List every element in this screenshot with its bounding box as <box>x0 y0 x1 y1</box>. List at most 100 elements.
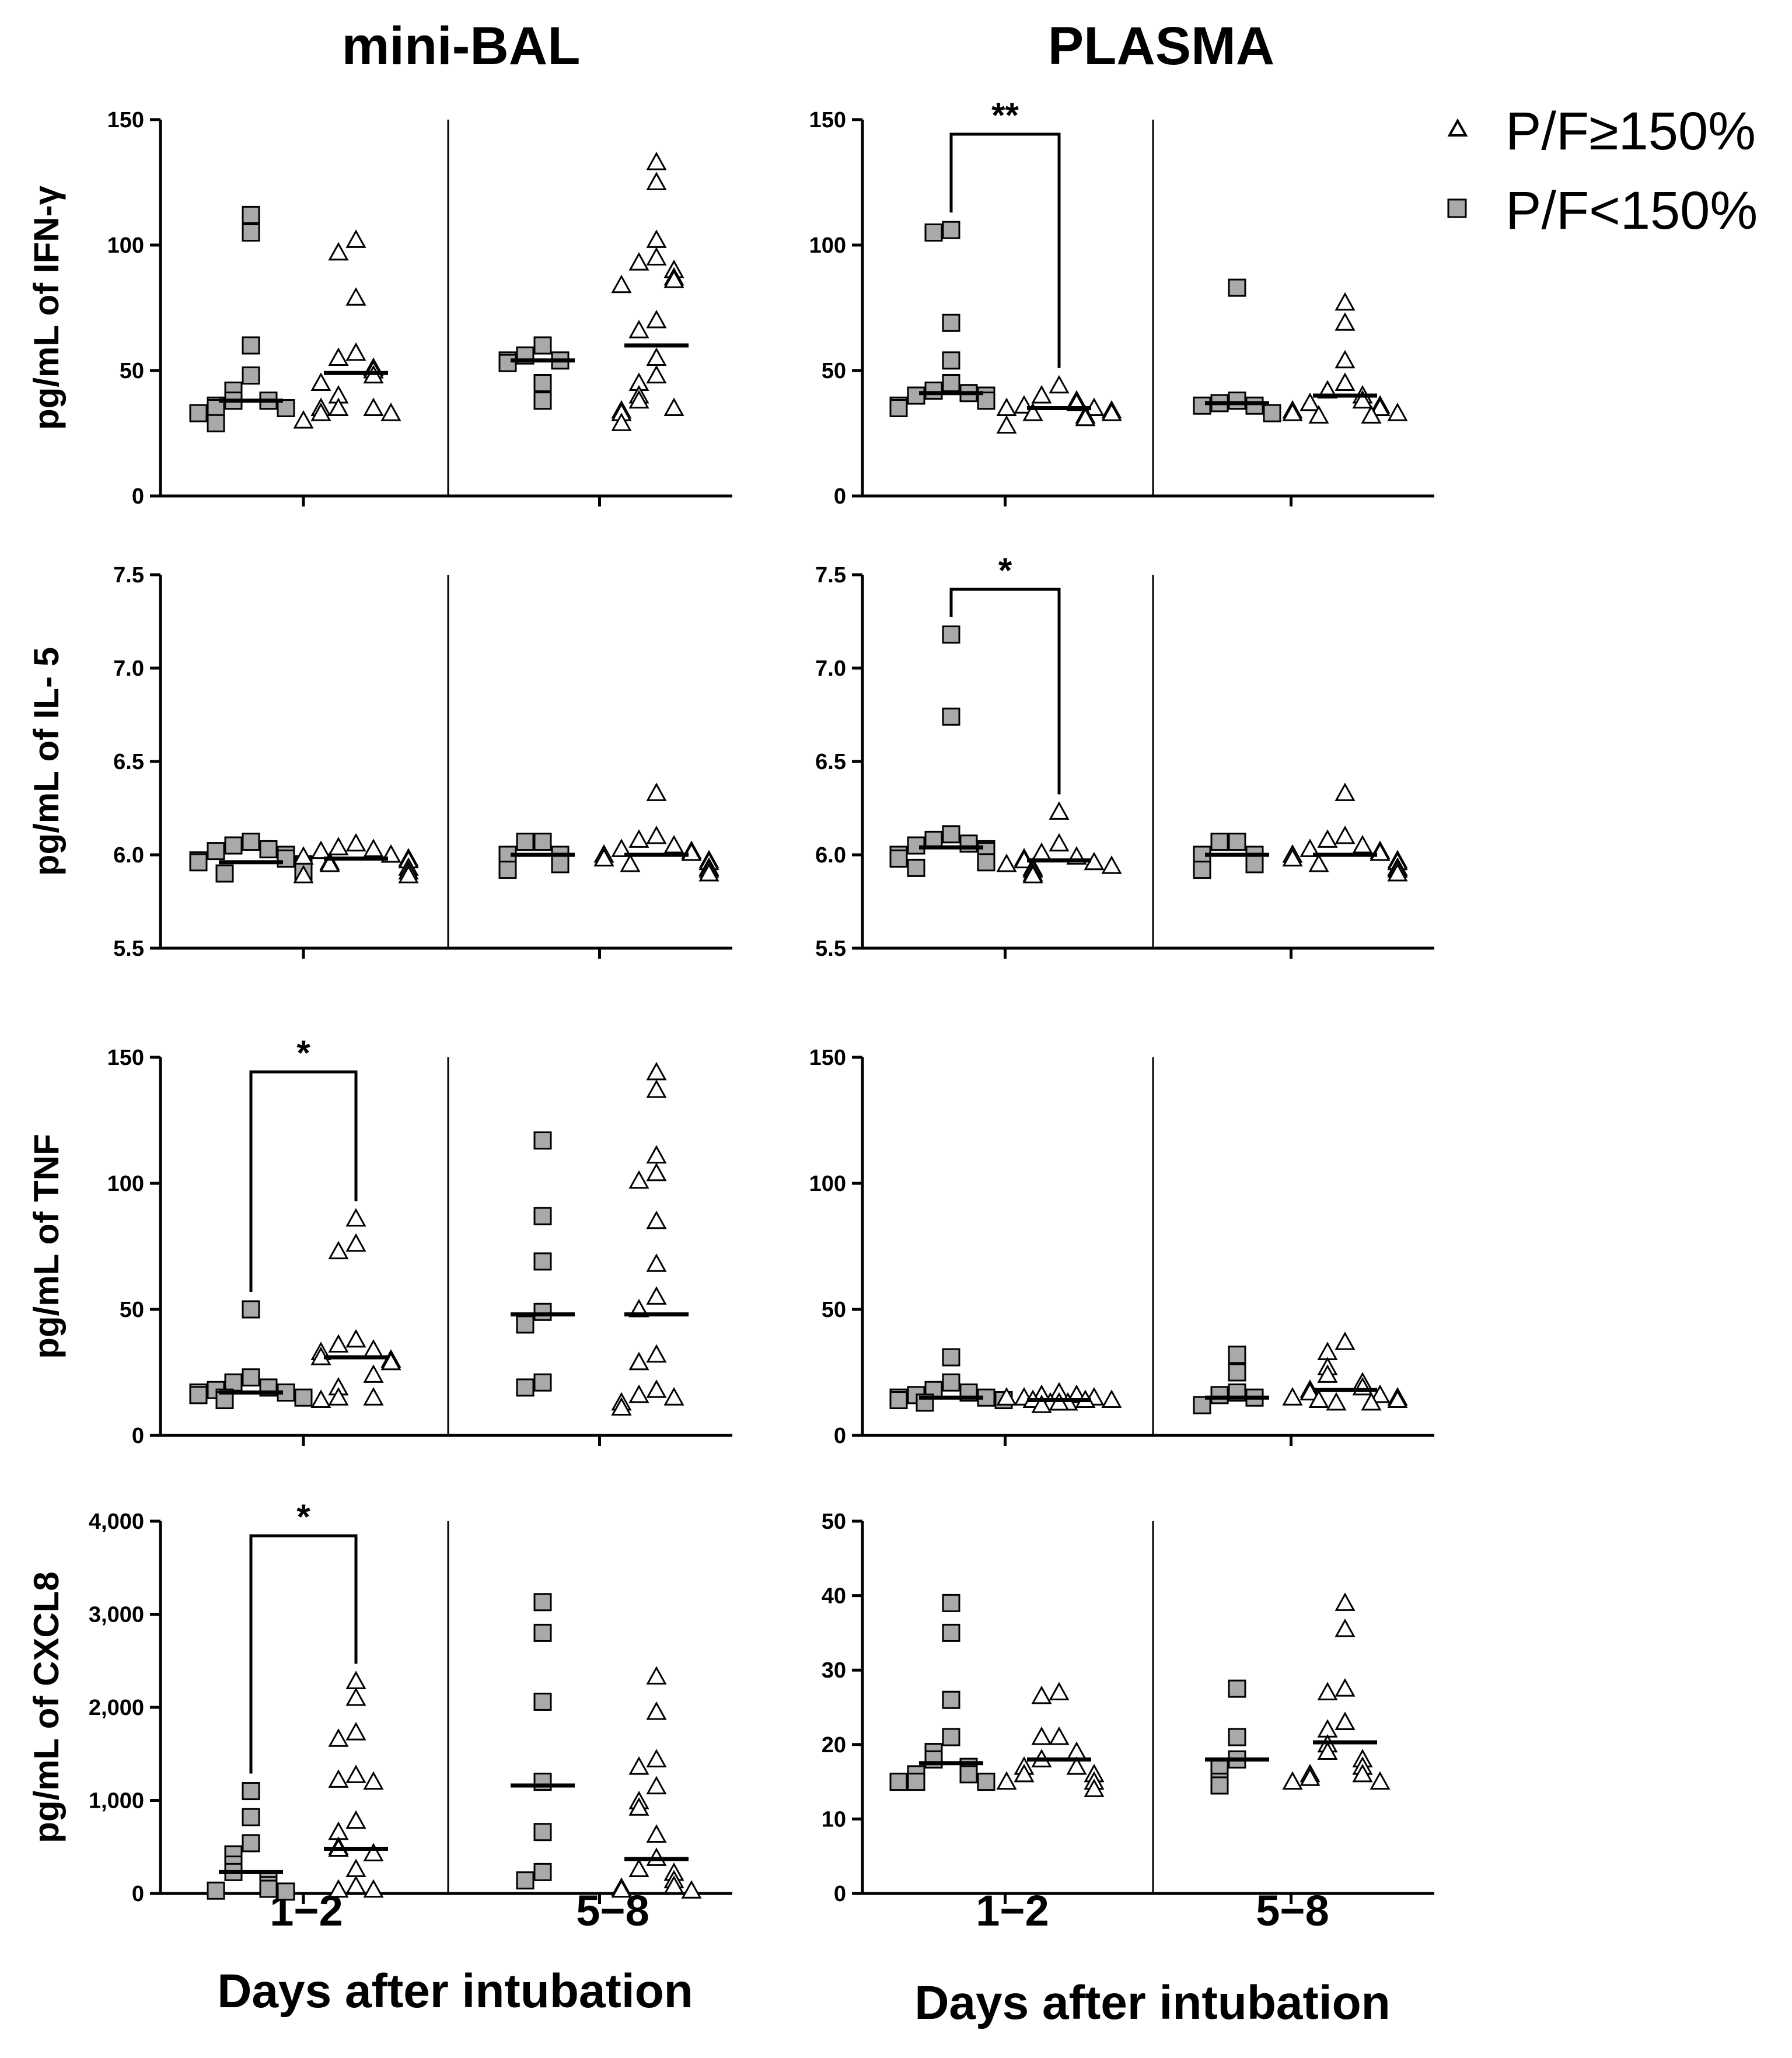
column-title-mini-bal: mini-BAL <box>342 16 581 76</box>
data-point-square <box>277 399 295 417</box>
data-point-square <box>942 374 960 392</box>
data-point-triangle <box>1370 1771 1391 1790</box>
data-point-triangle <box>646 1666 667 1685</box>
y-tick-label: 20 <box>822 1733 846 1757</box>
data-point-triangle <box>1075 407 1096 427</box>
y-tick-label: 0 <box>132 484 144 509</box>
data-point-triangle <box>1084 1779 1105 1797</box>
data-point-triangle <box>1335 1711 1356 1731</box>
data-point-square <box>907 1773 925 1791</box>
x-axis-title-bal: Days after intubation <box>217 1965 693 2018</box>
data-point-square <box>924 381 943 400</box>
y-axis-label: pg/mL of IFN-γ <box>27 185 66 429</box>
data-point-square <box>942 351 960 370</box>
data-point-triangle <box>1022 865 1043 883</box>
data-point-square <box>516 1315 535 1334</box>
data-point-triangle <box>1370 1384 1391 1403</box>
data-point-square <box>242 336 260 355</box>
data-point-triangle <box>646 1145 667 1163</box>
significance-marker: * <box>296 1033 310 1072</box>
data-point-triangle <box>646 247 667 265</box>
data-point-triangle <box>328 837 349 855</box>
data-point-square <box>207 842 225 861</box>
data-point-triangle <box>628 1858 649 1878</box>
significance-marker: * <box>998 551 1012 590</box>
data-point-triangle <box>996 853 1017 872</box>
data-point-square <box>277 1882 295 1901</box>
data-point-square <box>215 864 234 883</box>
data-point-square <box>1193 396 1211 415</box>
data-point-square <box>516 1871 535 1890</box>
y-axis-label: pg/mL of TNF <box>27 1134 66 1359</box>
data-point-triangle <box>310 403 331 421</box>
data-point-triangle <box>345 1687 366 1706</box>
data-point-triangle <box>1031 1395 1052 1413</box>
data-point-triangle <box>328 1769 349 1788</box>
data-point-triangle <box>996 397 1017 416</box>
data-point-square <box>533 1207 552 1225</box>
data-point-triangle <box>345 229 366 248</box>
data-point-triangle <box>319 853 340 872</box>
y-tick-label: 6.5 <box>113 750 144 774</box>
x-axis-title-plasma: Days after intubation <box>914 1976 1391 2029</box>
data-point-square <box>207 414 225 432</box>
data-point-triangle <box>628 1797 649 1816</box>
data-point-triangle <box>646 825 667 844</box>
data-point-square <box>1210 1776 1229 1795</box>
data-point-triangle <box>1300 392 1321 411</box>
y-tick-label: 7.5 <box>113 563 144 588</box>
data-point-triangle <box>328 1728 349 1747</box>
data-point-square <box>189 404 208 422</box>
data-point-square <box>277 1383 295 1402</box>
data-point-triangle <box>646 229 667 248</box>
data-point-triangle <box>996 1771 1017 1790</box>
data-point-square <box>942 707 960 726</box>
y-tick-label: 100 <box>107 1172 144 1196</box>
data-point-square <box>551 855 570 873</box>
data-point-triangle <box>293 410 314 429</box>
y-tick-label: 50 <box>822 1298 846 1322</box>
data-point-square <box>242 366 260 385</box>
data-point-triangle <box>345 1875 366 1894</box>
data-point-triangle <box>345 1329 366 1348</box>
data-point-triangle <box>628 252 649 271</box>
data-point-triangle <box>345 1810 366 1829</box>
data-point-triangle <box>996 415 1017 434</box>
data-point-triangle <box>363 838 384 857</box>
y-tick-label: 5.5 <box>815 937 846 961</box>
data-point-triangle <box>398 865 419 883</box>
data-point-triangle <box>1317 829 1338 848</box>
data-point-triangle <box>328 1387 349 1406</box>
legend-label-pf-ge-150: P/F≥150% <box>1505 102 1756 161</box>
data-point-triangle <box>328 1241 349 1260</box>
significance-bracket <box>249 1070 358 1292</box>
y-tick-label: 50 <box>822 359 846 383</box>
data-point-triangle <box>310 840 331 859</box>
data-point-triangle <box>1308 405 1329 424</box>
y-tick-label: 150 <box>809 108 846 132</box>
data-point-triangle <box>1317 1682 1338 1700</box>
data-point-triangle <box>628 1384 649 1403</box>
y-tick-label: 100 <box>107 233 144 258</box>
data-point-triangle <box>1308 1389 1329 1409</box>
data-point-triangle <box>310 372 331 391</box>
data-point-square <box>1210 833 1229 851</box>
data-point-triangle <box>1335 782 1356 801</box>
data-point-square <box>1245 855 1264 873</box>
data-point-triangle <box>328 1334 349 1353</box>
data-point-triangle <box>1014 1763 1035 1783</box>
y-tick-label: 1,000 <box>89 1789 144 1814</box>
legend-triangle-marker <box>1447 118 1468 137</box>
data-point-triangle <box>1300 838 1321 857</box>
y-tick-label: 40 <box>822 1584 846 1609</box>
data-point-triangle <box>646 1824 667 1843</box>
data-point-triangle <box>1101 403 1122 421</box>
panel-il5-plasma: 5.5 6.0 6.5 7.0 7.5 * <box>815 551 1434 961</box>
data-point-triangle <box>646 1286 667 1305</box>
data-point-triangle <box>663 270 684 288</box>
data-point-triangle <box>646 152 667 170</box>
data-point-triangle <box>646 1162 667 1182</box>
data-point-square <box>294 1388 313 1407</box>
data-point-triangle <box>646 1379 667 1398</box>
